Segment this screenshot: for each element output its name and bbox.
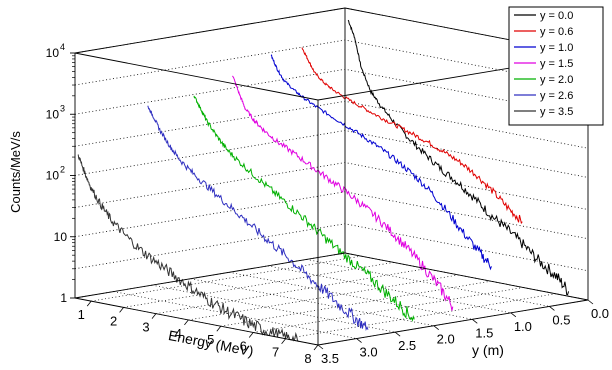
x-tick-label: 2 bbox=[110, 313, 117, 328]
z-tick-label: 10 bbox=[46, 107, 60, 121]
z-tick-exponent: 4 bbox=[60, 42, 65, 52]
z-tick-label: 1 bbox=[60, 291, 67, 305]
y-tick bbox=[472, 318, 478, 324]
x-tick bbox=[119, 307, 124, 313]
x-tick-label: 8 bbox=[304, 351, 311, 366]
y-tick-label: 2.5 bbox=[398, 338, 416, 353]
x-tick-label: 4 bbox=[175, 326, 182, 341]
z-tick-exponent: 2 bbox=[60, 165, 65, 175]
y-tick bbox=[549, 306, 555, 311]
frame-edge bbox=[74, 297, 319, 346]
y-tick-label: 1.5 bbox=[475, 325, 493, 340]
legend-box bbox=[508, 6, 604, 126]
y-tick-label: 3.0 bbox=[360, 345, 378, 360]
x-tick bbox=[216, 325, 222, 332]
series-line-5 bbox=[147, 105, 369, 331]
z-tick-exponent: 3 bbox=[60, 103, 65, 113]
x-tick-label: 7 bbox=[272, 345, 279, 360]
legend-label-6: y = 3.5 bbox=[540, 106, 573, 118]
x-tick-label: 5 bbox=[207, 332, 214, 347]
series-line-2 bbox=[270, 53, 492, 271]
back-gridline bbox=[74, 162, 589, 210]
y-tick bbox=[317, 344, 324, 350]
z-tick-label: 10 bbox=[46, 46, 60, 60]
frame-edge bbox=[344, 252, 589, 301]
series-lines bbox=[77, 19, 570, 342]
floor-gridline-distance bbox=[190, 278, 434, 327]
floor-gridline-energy bbox=[285, 293, 556, 340]
x-tick bbox=[86, 300, 92, 307]
legend-label-3: y = 1.5 bbox=[540, 58, 573, 70]
series-line-1 bbox=[301, 47, 523, 225]
floor-gridline-energy bbox=[123, 262, 394, 308]
frame-edge bbox=[317, 299, 589, 346]
floor-gridline-energy bbox=[91, 255, 362, 302]
x-tick bbox=[313, 344, 319, 351]
floor-gridline-distance bbox=[306, 259, 550, 307]
back-gridline bbox=[74, 130, 589, 178]
floor-grid bbox=[74, 252, 589, 346]
legend-label-4: y = 2.0 bbox=[540, 74, 573, 86]
series-line-0 bbox=[347, 19, 570, 296]
series-line-4 bbox=[193, 95, 415, 323]
frame-edge bbox=[74, 252, 346, 299]
legend-label-5: y = 2.6 bbox=[540, 90, 573, 102]
back-gridline bbox=[74, 223, 589, 272]
y-axis-label: y (m) bbox=[472, 342, 504, 358]
legend-label-0: y = 0.0 bbox=[540, 10, 573, 22]
x-tick bbox=[184, 319, 189, 326]
floor-gridline-energy bbox=[253, 287, 524, 333]
back-gridline bbox=[74, 191, 589, 240]
floor-gridline-energy bbox=[188, 274, 459, 321]
frame-edge bbox=[74, 7, 346, 54]
y-tick bbox=[510, 312, 517, 318]
y-tick bbox=[587, 299, 594, 305]
x-tick bbox=[151, 313, 157, 319]
legend-label-2: y = 1.0 bbox=[540, 42, 573, 54]
y-tick-label: 0.5 bbox=[552, 312, 570, 327]
y-tick bbox=[394, 331, 401, 337]
x-tick bbox=[281, 338, 286, 344]
y-tick bbox=[356, 338, 362, 343]
x-tick-label: 1 bbox=[78, 307, 85, 322]
frame-edge bbox=[74, 52, 319, 101]
x-tick-label: 6 bbox=[240, 338, 247, 353]
z-tick-label: 10 bbox=[54, 230, 68, 244]
x-tick bbox=[248, 332, 254, 338]
series-line-3 bbox=[232, 75, 454, 311]
floor-gridline-distance bbox=[152, 284, 396, 333]
y-tick-label: 0.0 bbox=[591, 306, 609, 321]
z-axis-label: Counts/MeV/s bbox=[8, 131, 23, 213]
z-tick-label: 10 bbox=[46, 169, 60, 183]
x-tick-label: 3 bbox=[142, 320, 149, 335]
legend-label-1: y = 0.6 bbox=[540, 26, 573, 38]
y-tick bbox=[433, 325, 439, 331]
series-line-6 bbox=[77, 154, 299, 342]
y-tick-label: 2.0 bbox=[437, 332, 455, 347]
y-tick-label: 3.5 bbox=[321, 351, 339, 366]
floor-gridline-energy bbox=[220, 280, 491, 327]
legend: y = 0.0 y = 0.6 y = 1.0 y = 1.5 y = 2.0 y = 2… bbox=[508, 6, 604, 126]
floor-gridline-energy bbox=[155, 268, 427, 315]
y-tick-label: 1.0 bbox=[514, 319, 532, 334]
